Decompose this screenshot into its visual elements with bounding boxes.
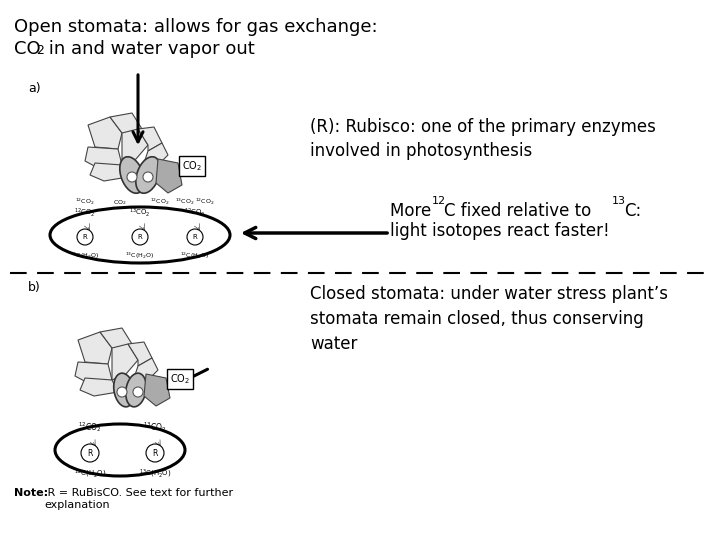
Text: $^{12}$C(H$_2$O): $^{12}$C(H$_2$O) (71, 251, 99, 261)
Circle shape (81, 444, 99, 462)
Text: R: R (153, 449, 158, 457)
Text: $^{12}$CO$_2$: $^{12}$CO$_2$ (76, 197, 95, 207)
Text: Open stomata: allows for gas exchange:: Open stomata: allows for gas exchange: (14, 18, 377, 36)
Text: $^{12}$CO$_2$: $^{12}$CO$_2$ (184, 206, 206, 219)
Polygon shape (80, 378, 118, 396)
Polygon shape (122, 129, 148, 165)
Text: CO: CO (14, 40, 40, 58)
Polygon shape (88, 117, 122, 149)
Ellipse shape (50, 207, 230, 263)
Text: light isotopes react faster!: light isotopes react faster! (390, 222, 610, 240)
Text: More: More (390, 202, 436, 220)
Ellipse shape (55, 424, 185, 476)
Text: (R): Rubisco: one of the primary enzymes
involved in photosynthesis: (R): Rubisco: one of the primary enzymes… (310, 118, 656, 160)
Polygon shape (128, 342, 152, 366)
Circle shape (77, 229, 93, 245)
Text: R: R (83, 234, 87, 240)
Text: R: R (193, 234, 197, 240)
Text: $^{13}$CO$_2$: $^{13}$CO$_2$ (129, 206, 150, 219)
Text: Note:: Note: (14, 488, 48, 498)
Ellipse shape (136, 157, 161, 193)
Text: $^{13}$C(H$_2$O): $^{13}$C(H$_2$O) (125, 251, 155, 261)
Text: 2: 2 (36, 44, 44, 57)
Polygon shape (138, 127, 162, 151)
Polygon shape (110, 113, 142, 143)
Text: 12: 12 (432, 196, 446, 206)
Circle shape (127, 172, 137, 182)
Polygon shape (75, 362, 112, 384)
Ellipse shape (114, 373, 135, 407)
Ellipse shape (120, 157, 144, 193)
Text: $^{12}$C(H$_2$O): $^{12}$C(H$_2$O) (73, 468, 107, 480)
Text: C fixed relative to: C fixed relative to (444, 202, 596, 220)
Polygon shape (100, 328, 132, 358)
Text: $^{13}$CO$_2$: $^{13}$CO$_2$ (175, 197, 194, 207)
Polygon shape (112, 344, 138, 380)
Text: b): b) (28, 281, 41, 294)
Text: 13: 13 (612, 196, 626, 206)
Polygon shape (78, 332, 112, 364)
Circle shape (187, 229, 203, 245)
Text: $^{12}$CO$_2$: $^{12}$CO$_2$ (150, 197, 170, 207)
Circle shape (132, 229, 148, 245)
Circle shape (146, 444, 164, 462)
Ellipse shape (126, 373, 146, 407)
Text: $^{13}$CO$_2$: $^{13}$CO$_2$ (143, 420, 167, 434)
Text: CO$_2$: CO$_2$ (182, 159, 202, 173)
Text: $^{13}$C(H$_2$O): $^{13}$C(H$_2$O) (139, 468, 171, 480)
Text: in and water vapor out: in and water vapor out (43, 40, 255, 58)
Text: $^{12}$CO$_2$: $^{12}$CO$_2$ (74, 206, 96, 219)
Polygon shape (144, 143, 168, 165)
Text: R = RuBisCO. See text for further
explanation: R = RuBisCO. See text for further explan… (44, 488, 233, 510)
Text: Closed stomata: under water stress plant’s
stomata remain closed, thus conservin: Closed stomata: under water stress plant… (310, 285, 668, 353)
Text: CO$_2$: CO$_2$ (113, 198, 127, 207)
Polygon shape (156, 159, 182, 193)
Circle shape (143, 172, 153, 182)
Polygon shape (134, 358, 158, 380)
Text: $^{12}$CO$_2$: $^{12}$CO$_2$ (195, 197, 215, 207)
Polygon shape (85, 147, 122, 169)
Text: a): a) (28, 82, 40, 95)
Text: C:: C: (624, 202, 642, 220)
Text: $^{12}$C(H$_2$O): $^{12}$C(H$_2$O) (181, 251, 210, 261)
Text: R: R (138, 234, 143, 240)
Polygon shape (90, 163, 128, 181)
Text: R: R (87, 449, 93, 457)
Polygon shape (144, 374, 170, 406)
Circle shape (117, 387, 127, 397)
Circle shape (133, 387, 143, 397)
Text: $^{12}$CO$_2$: $^{12}$CO$_2$ (78, 420, 102, 434)
Text: CO$_2$: CO$_2$ (170, 372, 190, 386)
